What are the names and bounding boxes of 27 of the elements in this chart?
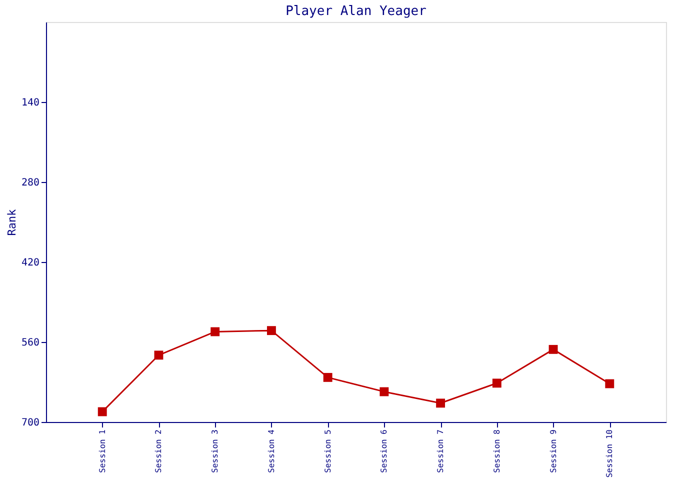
point	[492, 378, 502, 388]
x-tick-label: Session 10	[605, 429, 614, 478]
x-tick-label: Session 1	[98, 429, 107, 473]
x-tick-label: Session 2	[154, 429, 164, 473]
point	[436, 398, 446, 408]
y-tick-label: 560	[21, 338, 40, 348]
point	[154, 350, 164, 360]
point	[605, 379, 614, 388]
x-tick-label: Session 5	[323, 429, 332, 473]
x-tick-label: Session 8	[492, 429, 502, 473]
x-tick-label: Session 3	[210, 429, 220, 473]
point	[380, 387, 389, 396]
y-tick-label: 700	[21, 418, 40, 428]
point	[210, 327, 220, 336]
y-tick-label: 140	[21, 98, 40, 108]
x-tick-label: Session 6	[380, 429, 389, 473]
x-tick-label: Session 4	[266, 429, 276, 473]
y-tick-label: 420	[21, 258, 40, 268]
point	[266, 326, 276, 336]
y-axis-title: Rank	[5, 208, 18, 236]
chart-title: Player Alan Yeager	[286, 4, 427, 19]
y-tick-label: 280	[21, 178, 40, 188]
x-tick-label: Session 7	[436, 429, 446, 473]
point	[98, 407, 107, 416]
point	[323, 372, 332, 382]
point	[548, 344, 558, 354]
x-tick-label: Session 9	[548, 429, 558, 473]
